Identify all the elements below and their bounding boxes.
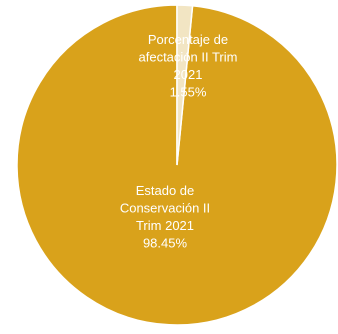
pie-labels: Porcentaje de afectación II Trim 2021 1.55%… [120,32,238,251]
data-label-line: 2021 [174,67,203,82]
data-label-value: 98.45% [143,236,188,251]
data-label-line: Estado de [136,183,195,198]
data-label-line: Trim 2021 [136,218,194,233]
data-label-line: Conservación II [120,201,210,216]
label-conservacion: Estado de Conservación II Trim 2021 98.45% [120,183,210,251]
data-label-value: 1.55% [170,85,207,100]
data-label-line: afectación II Trim [139,50,238,65]
pie-slices [16,4,338,326]
data-label-line: Porcentaje de [148,32,228,47]
pie-slice-afectacion [176,4,194,166]
label-afectacion: Porcentaje de afectación II Trim 2021 1.55% [139,32,238,100]
